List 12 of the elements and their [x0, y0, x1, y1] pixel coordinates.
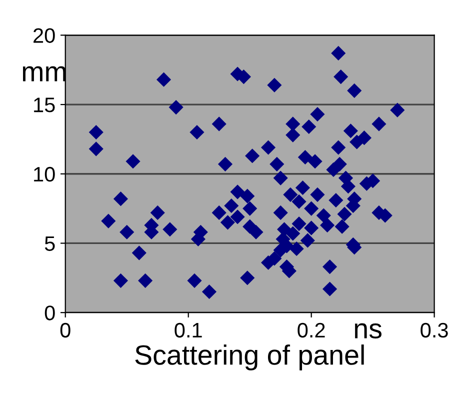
x-tick-label: 0.3: [420, 322, 448, 338]
y-tick-label: 5: [44, 236, 55, 251]
x-tick-label: 0: [60, 322, 70, 338]
x-tick-label: 0.2: [298, 322, 325, 338]
x-tick-label: 0.1: [174, 322, 202, 338]
y-tick-label: 20: [34, 28, 55, 43]
y-axis-title: mm: [22, 66, 66, 82]
y-tick-label: 0: [44, 306, 55, 320]
y-tick-label: 10: [34, 166, 55, 182]
x-axis-title: Scattering of panel: [135, 344, 364, 370]
text: ns: [354, 323, 382, 339]
y-tick-label: 15: [34, 98, 55, 112]
